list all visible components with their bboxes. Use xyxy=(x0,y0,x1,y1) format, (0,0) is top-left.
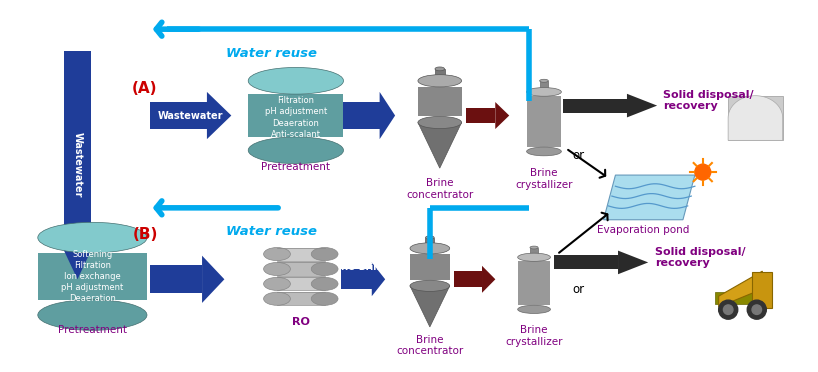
Text: Evaporation pond: Evaporation pond xyxy=(597,225,690,235)
Polygon shape xyxy=(410,286,450,327)
Circle shape xyxy=(719,300,738,319)
Text: RO Brine: RO Brine xyxy=(341,263,386,272)
Ellipse shape xyxy=(248,137,344,164)
Bar xyxy=(344,102,380,129)
Bar xyxy=(150,265,202,293)
Ellipse shape xyxy=(311,247,338,261)
Circle shape xyxy=(748,300,766,319)
Text: Solid disposal/
recovery: Solid disposal/ recovery xyxy=(655,247,746,268)
Text: or: or xyxy=(573,283,585,296)
Ellipse shape xyxy=(518,305,551,314)
Ellipse shape xyxy=(263,277,290,291)
Bar xyxy=(715,292,771,304)
Polygon shape xyxy=(371,262,385,296)
Ellipse shape xyxy=(311,262,338,276)
Ellipse shape xyxy=(410,243,450,254)
Polygon shape xyxy=(604,175,694,220)
Ellipse shape xyxy=(263,262,290,276)
Polygon shape xyxy=(495,102,510,129)
Ellipse shape xyxy=(527,147,561,156)
Bar xyxy=(563,99,627,113)
Bar xyxy=(38,253,147,300)
Circle shape xyxy=(752,305,762,314)
Ellipse shape xyxy=(540,79,548,82)
Bar xyxy=(64,51,92,229)
Text: Wastewater: Wastewater xyxy=(73,132,83,198)
Polygon shape xyxy=(380,92,395,139)
Text: Pretreatment: Pretreatment xyxy=(58,325,127,335)
Text: Water reuse: Water reuse xyxy=(226,225,317,238)
Text: Pretreatment: Pretreatment xyxy=(262,162,330,172)
Text: Brine
crystallizer: Brine crystallizer xyxy=(515,168,573,190)
Text: (A): (A) xyxy=(133,81,158,96)
Polygon shape xyxy=(202,256,224,303)
Bar xyxy=(418,87,461,116)
Circle shape xyxy=(723,305,733,314)
Polygon shape xyxy=(728,96,783,140)
Text: Water reuse: Water reuse xyxy=(226,47,317,60)
Polygon shape xyxy=(627,94,657,118)
Ellipse shape xyxy=(530,246,538,249)
Ellipse shape xyxy=(527,87,561,96)
Bar xyxy=(425,238,434,248)
Bar xyxy=(150,102,207,129)
Bar xyxy=(465,108,495,124)
Text: RO: RO xyxy=(292,317,310,327)
Text: Brine
concentrator: Brine concentrator xyxy=(407,178,474,200)
Bar xyxy=(435,69,444,81)
Ellipse shape xyxy=(435,67,444,71)
Polygon shape xyxy=(418,122,461,168)
Text: Filtration
pH adjustment
Deaeration
Anti-scalant: Filtration pH adjustment Deaeration Anti… xyxy=(265,96,327,139)
Ellipse shape xyxy=(418,75,461,87)
Ellipse shape xyxy=(311,292,338,305)
Text: (B): (B) xyxy=(133,227,158,242)
Bar xyxy=(277,277,325,291)
Ellipse shape xyxy=(263,292,290,305)
Bar xyxy=(454,271,482,287)
Bar xyxy=(277,262,325,276)
Ellipse shape xyxy=(38,222,147,253)
Text: Brine
crystallizer: Brine crystallizer xyxy=(506,325,563,347)
Bar xyxy=(340,269,371,289)
Ellipse shape xyxy=(425,247,434,250)
Ellipse shape xyxy=(425,236,434,239)
Ellipse shape xyxy=(263,247,290,261)
Bar xyxy=(518,261,551,305)
Polygon shape xyxy=(482,266,496,293)
Text: or: or xyxy=(573,149,585,162)
Ellipse shape xyxy=(518,253,551,262)
Bar xyxy=(530,247,538,257)
Bar xyxy=(248,94,344,137)
Polygon shape xyxy=(207,92,231,139)
Bar xyxy=(728,96,783,140)
Text: Brine
concentrator: Brine concentrator xyxy=(396,335,464,356)
Text: Solid disposal/
recovery: Solid disposal/ recovery xyxy=(663,90,753,112)
Text: Wastewater: Wastewater xyxy=(158,110,223,121)
Ellipse shape xyxy=(410,280,450,291)
Bar xyxy=(410,254,450,280)
Bar xyxy=(527,96,561,147)
Bar xyxy=(752,272,772,308)
Polygon shape xyxy=(719,271,762,307)
Bar xyxy=(277,247,325,261)
Bar xyxy=(277,292,325,305)
Polygon shape xyxy=(618,251,648,274)
Ellipse shape xyxy=(435,79,444,83)
Ellipse shape xyxy=(311,277,338,291)
Bar xyxy=(540,81,548,92)
Ellipse shape xyxy=(38,300,147,330)
Polygon shape xyxy=(54,229,101,279)
Ellipse shape xyxy=(248,67,344,94)
Circle shape xyxy=(694,164,711,180)
Ellipse shape xyxy=(418,116,461,129)
Text: Softening
Filtration
Ion exchange
pH adjustment
Deaeration: Softening Filtration Ion exchange pH adj… xyxy=(61,250,124,303)
Bar xyxy=(554,256,618,269)
